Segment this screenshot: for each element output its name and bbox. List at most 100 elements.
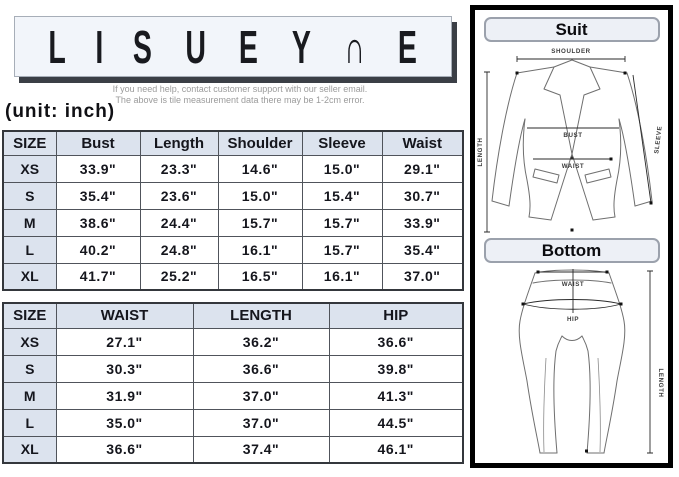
value-cell: 15.7" bbox=[301, 235, 383, 264]
help-line-2: The above is tile measurement data there… bbox=[115, 95, 365, 105]
size-cell: L bbox=[2, 408, 57, 437]
value-cell: 40.2" bbox=[55, 235, 141, 264]
measurement-diagram-panel: Suit bbox=[470, 5, 673, 468]
pants-waist-label: WAIST bbox=[561, 281, 584, 288]
value-cell: 37.4" bbox=[192, 435, 330, 464]
column-header: SIZE bbox=[2, 302, 57, 329]
help-text: If you need help, contact customer suppo… bbox=[70, 84, 410, 106]
size-cell: S bbox=[2, 354, 57, 383]
value-cell: 35.0" bbox=[55, 408, 194, 437]
column-header: HIP bbox=[328, 302, 464, 329]
value-cell: 16.1" bbox=[217, 235, 303, 264]
value-cell: 31.9" bbox=[55, 381, 194, 410]
value-cell: 25.2" bbox=[139, 262, 219, 291]
table-row: S 30.3" 36.6" 39.8" bbox=[2, 354, 464, 383]
size-cell: M bbox=[2, 208, 57, 237]
value-cell: 46.1" bbox=[328, 435, 464, 464]
value-cell: 15.4" bbox=[301, 181, 383, 210]
value-cell: 16.1" bbox=[301, 262, 383, 291]
value-cell: 37.0" bbox=[381, 262, 464, 291]
size-cell: L bbox=[2, 235, 57, 264]
value-cell: 16.5" bbox=[217, 262, 303, 291]
table-row: XS 33.9" 23.3" 14.6" 15.0" 29.1" bbox=[2, 154, 464, 183]
table-row: M 31.9" 37.0" 41.3" bbox=[2, 381, 464, 410]
pants-length-label: LENGTH bbox=[657, 368, 664, 397]
bottom-measure-labels: WAIST HIP LENGTH bbox=[561, 281, 663, 398]
value-cell: 39.8" bbox=[328, 354, 464, 383]
value-cell: 33.9" bbox=[381, 208, 464, 237]
table-row: XL 41.7" 25.2" 16.5" 16.1" 37.0" bbox=[2, 262, 464, 291]
brand-logo: L I S U E Y ∩ E bbox=[14, 16, 452, 77]
value-cell: 33.9" bbox=[55, 154, 141, 183]
value-cell: 15.7" bbox=[301, 208, 383, 237]
value-cell: 14.6" bbox=[217, 154, 303, 183]
sleeve-label: SLEEVE bbox=[653, 125, 663, 154]
value-cell: 15.7" bbox=[217, 208, 303, 237]
waist-label: WAIST bbox=[561, 163, 584, 170]
value-cell: 15.0" bbox=[301, 154, 383, 183]
unit-label: (unit: inch) bbox=[5, 101, 116, 122]
value-cell: 36.6" bbox=[55, 435, 194, 464]
column-header: Sleeve bbox=[301, 130, 383, 156]
value-cell: 37.0" bbox=[192, 381, 330, 410]
bottom-diagram-title: Bottom bbox=[483, 238, 660, 263]
table-row: L 40.2" 24.8" 16.1" 15.7" 35.4" bbox=[2, 235, 464, 264]
value-cell: 30.3" bbox=[55, 354, 194, 383]
logo-letter: ∩ bbox=[343, 20, 365, 73]
column-header: Bust bbox=[55, 130, 141, 156]
pants-hip-label: HIP bbox=[566, 316, 578, 323]
value-cell: 36.6" bbox=[328, 327, 464, 356]
size-cell: S bbox=[2, 181, 57, 210]
logo-letter: Y bbox=[291, 20, 311, 73]
value-cell: 23.3" bbox=[139, 154, 219, 183]
shoulder-label: SHOULDER bbox=[551, 48, 591, 55]
value-cell: 37.0" bbox=[192, 408, 330, 437]
column-header: Waist bbox=[381, 130, 464, 156]
bust-label: BUST bbox=[563, 132, 582, 139]
column-header: WAIST bbox=[55, 302, 194, 329]
table-row: XS 27.1" 36.2" 36.6" bbox=[2, 327, 464, 356]
value-cell: 35.4" bbox=[381, 235, 464, 264]
value-cell: 24.8" bbox=[139, 235, 219, 264]
value-cell: 27.1" bbox=[55, 327, 194, 356]
value-cell: 29.1" bbox=[381, 154, 464, 183]
logo-letter: U bbox=[185, 20, 206, 73]
length-label: LENGTH bbox=[477, 137, 484, 166]
bottom-measure-lines bbox=[521, 269, 653, 454]
column-header: Length bbox=[139, 130, 219, 156]
value-cell: 30.7" bbox=[381, 181, 464, 210]
value-cell: 36.2" bbox=[192, 327, 330, 356]
size-cell: XS bbox=[2, 327, 57, 356]
bottom-measurement-diagram: WAIST HIP LENGTH bbox=[518, 269, 664, 454]
size-cell: M bbox=[2, 381, 57, 410]
value-cell: 15.0" bbox=[217, 181, 303, 210]
value-cell: 38.6" bbox=[55, 208, 141, 237]
bottom-table-header-row: SIZE WAIST LENGTH HIP bbox=[2, 302, 464, 329]
value-cell: 44.5" bbox=[328, 408, 464, 437]
logo-letter: L bbox=[48, 20, 66, 73]
pants-sketch bbox=[518, 269, 625, 454]
size-cell: XS bbox=[2, 154, 57, 183]
logo-letter: S bbox=[132, 20, 152, 73]
column-header: LENGTH bbox=[192, 302, 330, 329]
size-cell: XL bbox=[2, 262, 57, 291]
suit-measure-labels: SHOULDER LENGTH SLEEVE BUST WAIST bbox=[477, 48, 664, 170]
size-cell: XL bbox=[2, 435, 57, 464]
value-cell: 24.4" bbox=[139, 208, 219, 237]
suit-measurement-diagram: SHOULDER LENGTH SLEEVE BUST WAIST bbox=[477, 48, 664, 233]
suit-measure-lines bbox=[483, 56, 652, 233]
logo-letter: E bbox=[239, 20, 259, 73]
table-row: S 35.4" 23.6" 15.0" 15.4" 30.7" bbox=[2, 181, 464, 210]
table-row: XL 36.6" 37.4" 46.1" bbox=[2, 435, 464, 464]
value-cell: 23.6" bbox=[139, 181, 219, 210]
table-row: M 38.6" 24.4" 15.7" 15.7" 33.9" bbox=[2, 208, 464, 237]
value-cell: 41.3" bbox=[328, 381, 464, 410]
value-cell: 36.6" bbox=[192, 354, 330, 383]
suit-size-table: SIZE Bust Length Shoulder Sleeve Waist XS 33.9… bbox=[2, 130, 464, 291]
column-header: Shoulder bbox=[217, 130, 303, 156]
suit-table-header-row: SIZE Bust Length Shoulder Sleeve Waist bbox=[2, 130, 464, 156]
table-row: L 35.0" 37.0" 44.5" bbox=[2, 408, 464, 437]
value-cell: 41.7" bbox=[55, 262, 141, 291]
logo-letter: I bbox=[94, 20, 103, 73]
